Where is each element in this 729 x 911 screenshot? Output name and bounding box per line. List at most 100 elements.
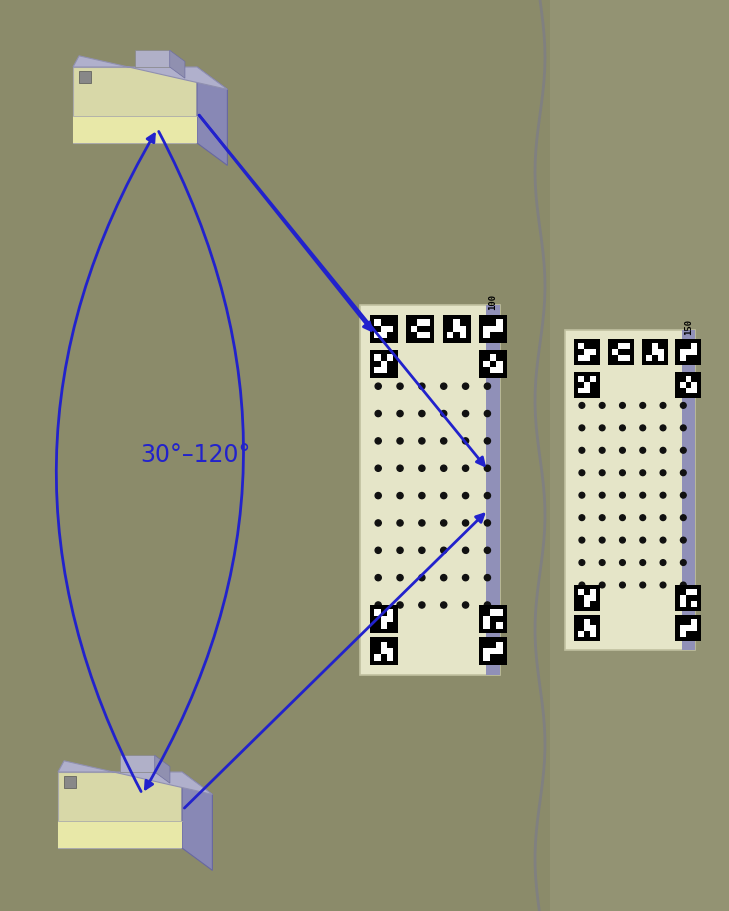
Circle shape xyxy=(375,548,381,553)
Circle shape xyxy=(484,520,491,526)
FancyBboxPatch shape xyxy=(590,382,596,387)
Circle shape xyxy=(418,548,425,553)
FancyBboxPatch shape xyxy=(483,367,490,374)
Circle shape xyxy=(620,559,625,566)
Circle shape xyxy=(462,493,469,498)
Circle shape xyxy=(599,559,605,566)
FancyBboxPatch shape xyxy=(584,589,590,595)
FancyBboxPatch shape xyxy=(370,637,398,665)
Circle shape xyxy=(579,403,585,408)
FancyBboxPatch shape xyxy=(691,595,698,601)
FancyBboxPatch shape xyxy=(574,339,600,365)
Circle shape xyxy=(440,520,447,526)
FancyBboxPatch shape xyxy=(676,339,701,365)
FancyBboxPatch shape xyxy=(490,361,496,367)
Circle shape xyxy=(462,411,469,416)
Circle shape xyxy=(680,403,686,408)
Polygon shape xyxy=(73,117,197,143)
FancyBboxPatch shape xyxy=(590,601,596,607)
Circle shape xyxy=(599,492,605,498)
FancyBboxPatch shape xyxy=(410,332,417,338)
Circle shape xyxy=(484,466,491,471)
FancyBboxPatch shape xyxy=(381,319,387,325)
Circle shape xyxy=(375,520,381,526)
FancyBboxPatch shape xyxy=(387,361,394,367)
FancyBboxPatch shape xyxy=(590,343,596,349)
FancyBboxPatch shape xyxy=(486,305,500,675)
Circle shape xyxy=(462,520,469,526)
Circle shape xyxy=(440,602,447,608)
FancyBboxPatch shape xyxy=(590,387,596,394)
FancyBboxPatch shape xyxy=(578,625,584,630)
Circle shape xyxy=(579,425,585,431)
FancyBboxPatch shape xyxy=(370,605,398,633)
FancyBboxPatch shape xyxy=(374,361,381,367)
Circle shape xyxy=(599,515,605,520)
Circle shape xyxy=(418,602,425,608)
Circle shape xyxy=(680,515,686,520)
FancyBboxPatch shape xyxy=(574,615,600,641)
Circle shape xyxy=(680,559,686,566)
Circle shape xyxy=(660,470,666,476)
FancyBboxPatch shape xyxy=(565,330,695,650)
Circle shape xyxy=(462,438,469,444)
Circle shape xyxy=(375,384,381,389)
Circle shape xyxy=(599,403,605,408)
FancyBboxPatch shape xyxy=(374,641,394,660)
FancyBboxPatch shape xyxy=(679,619,698,637)
FancyBboxPatch shape xyxy=(612,343,618,349)
FancyBboxPatch shape xyxy=(691,375,698,382)
FancyBboxPatch shape xyxy=(590,619,596,625)
FancyBboxPatch shape xyxy=(578,619,596,637)
Circle shape xyxy=(620,582,625,588)
FancyBboxPatch shape xyxy=(479,350,507,378)
Circle shape xyxy=(620,403,625,408)
Circle shape xyxy=(440,466,447,471)
Circle shape xyxy=(418,466,425,471)
Circle shape xyxy=(599,582,605,588)
FancyBboxPatch shape xyxy=(679,589,698,607)
FancyBboxPatch shape xyxy=(374,325,381,332)
FancyBboxPatch shape xyxy=(453,332,460,338)
FancyBboxPatch shape xyxy=(387,622,394,629)
Circle shape xyxy=(375,602,381,608)
FancyBboxPatch shape xyxy=(679,589,685,595)
FancyBboxPatch shape xyxy=(387,367,394,374)
FancyBboxPatch shape xyxy=(490,332,496,338)
Polygon shape xyxy=(120,755,155,772)
Polygon shape xyxy=(73,56,227,89)
FancyBboxPatch shape xyxy=(578,589,596,607)
Circle shape xyxy=(375,575,381,580)
FancyBboxPatch shape xyxy=(578,343,596,361)
FancyBboxPatch shape xyxy=(608,339,634,365)
FancyBboxPatch shape xyxy=(387,319,394,325)
Circle shape xyxy=(660,447,666,453)
Circle shape xyxy=(579,470,585,476)
Circle shape xyxy=(418,411,425,416)
Circle shape xyxy=(440,438,447,444)
FancyBboxPatch shape xyxy=(685,343,691,349)
Circle shape xyxy=(397,384,403,389)
Circle shape xyxy=(418,493,425,498)
FancyBboxPatch shape xyxy=(490,641,496,648)
Circle shape xyxy=(640,492,646,498)
FancyBboxPatch shape xyxy=(679,343,685,349)
FancyBboxPatch shape xyxy=(679,387,685,394)
Circle shape xyxy=(620,470,625,476)
FancyBboxPatch shape xyxy=(590,355,596,361)
Circle shape xyxy=(599,537,605,543)
FancyBboxPatch shape xyxy=(483,354,502,374)
Circle shape xyxy=(375,411,381,416)
Circle shape xyxy=(418,384,425,389)
Circle shape xyxy=(375,493,381,498)
Circle shape xyxy=(397,438,403,444)
FancyBboxPatch shape xyxy=(79,71,91,83)
Circle shape xyxy=(640,447,646,453)
FancyBboxPatch shape xyxy=(685,619,691,625)
Polygon shape xyxy=(170,50,185,78)
Circle shape xyxy=(462,575,469,580)
FancyBboxPatch shape xyxy=(685,355,691,361)
Circle shape xyxy=(680,537,686,543)
Circle shape xyxy=(599,470,605,476)
Circle shape xyxy=(680,582,686,588)
